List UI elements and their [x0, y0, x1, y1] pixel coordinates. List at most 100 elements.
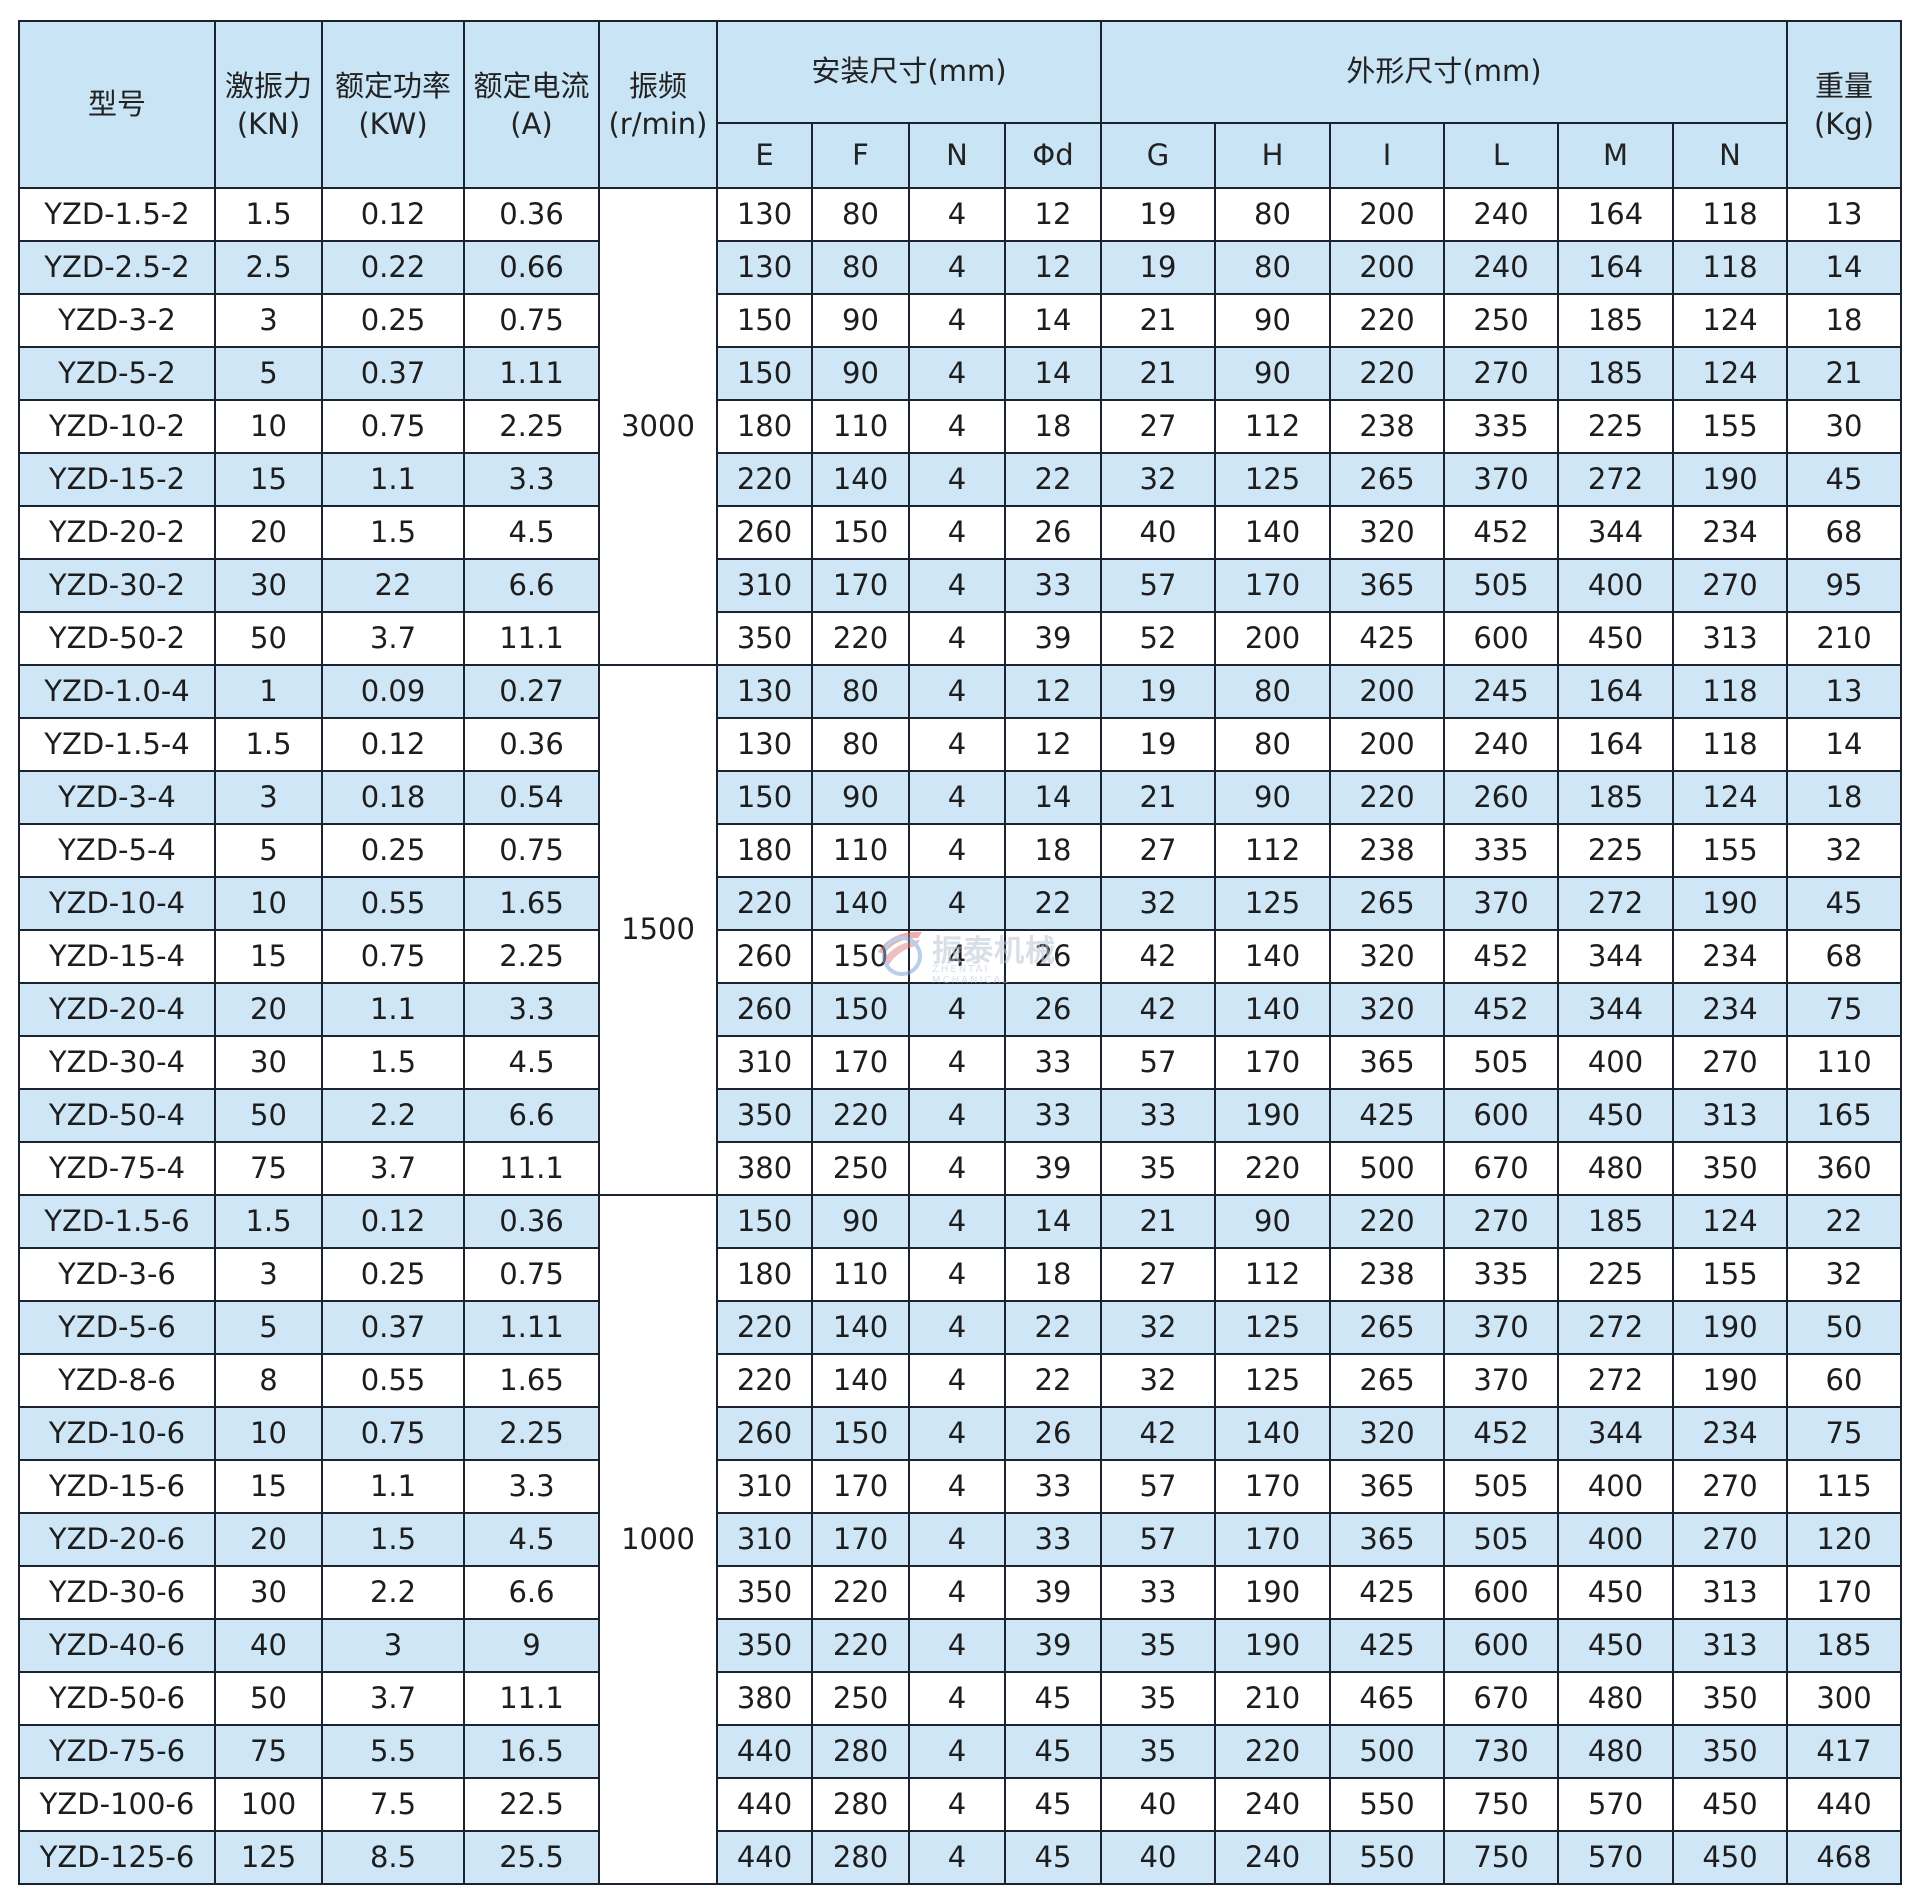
cell-current: 0.36: [463, 1194, 600, 1249]
cell-weight: 13: [1786, 664, 1902, 719]
cell-force: 50: [214, 611, 323, 666]
cell-N-outline: 313: [1672, 1088, 1788, 1143]
cell-force: 3: [214, 770, 323, 825]
table-row: YZD-1.5-4 1.5 0.12 0.36 130 80 4 12 19 80 200 240 16…: [18, 717, 1902, 772]
cell-phi-d: 18: [1004, 399, 1102, 454]
cell-L: 370: [1443, 1353, 1559, 1408]
cell-current: 1.11: [463, 1300, 600, 1355]
cell-weight: 300: [1786, 1671, 1902, 1726]
cell-G: 35: [1100, 1724, 1216, 1779]
cell-E: 180: [716, 823, 813, 878]
cell-L: 245: [1443, 664, 1559, 719]
cell-G: 19: [1100, 664, 1216, 719]
cell-weight: 30: [1786, 399, 1902, 454]
cell-weight: 22: [1786, 1194, 1902, 1249]
cell-model: YZD-100-6: [18, 1777, 216, 1832]
cell-H: 220: [1214, 1141, 1331, 1196]
cell-N-outline: 190: [1672, 1353, 1788, 1408]
cell-phi-d: 18: [1004, 823, 1102, 878]
table-row: YZD-1.5-6 1.5 0.12 0.36 1000 150 90 4 14 21 90 220 2…: [18, 1194, 1902, 1885]
cell-F: 170: [811, 1035, 910, 1090]
cell-G: 35: [1100, 1671, 1216, 1726]
cell-force: 30: [214, 558, 323, 613]
cell-L: 600: [1443, 611, 1559, 666]
cell-weight: 468: [1786, 1830, 1902, 1885]
cell-model: YZD-5-2: [18, 346, 216, 401]
table-row: YZD-125-6 125 8.5 25.5 440 280 4 45 40 240 550 750 5…: [18, 1830, 1902, 1885]
cell-E: 380: [716, 1141, 813, 1196]
cell-N: 4: [908, 1565, 1006, 1620]
cell-L: 600: [1443, 1088, 1559, 1143]
cell-force: 10: [214, 399, 323, 454]
cell-G: 21: [1100, 346, 1216, 401]
cell-H: 240: [1214, 1777, 1331, 1832]
cell-L: 505: [1443, 1459, 1559, 1514]
table-row: YZD-10-6 10 0.75 2.25 260 150 4 26 42 140 320 452 34…: [18, 1406, 1902, 1461]
cell-phi-d: 39: [1004, 611, 1102, 666]
cell-L: 750: [1443, 1777, 1559, 1832]
cell-N: 4: [908, 717, 1006, 772]
cell-M: 164: [1557, 240, 1674, 295]
cell-power: 1.5: [321, 1035, 465, 1090]
cell-force: 125: [214, 1830, 323, 1885]
cell-G: 42: [1100, 1406, 1216, 1461]
cell-E: 350: [716, 1618, 813, 1673]
cell-N: 4: [908, 1618, 1006, 1673]
cell-power: 0.75: [321, 399, 465, 454]
cell-N: 4: [908, 452, 1006, 507]
table-row: YZD-50-2 50 3.7 11.1 350 220 4 39 52 200 425 600 450…: [18, 611, 1902, 666]
cell-L: 240: [1443, 240, 1559, 295]
cell-phi-d: 26: [1004, 929, 1102, 984]
cell-F: 170: [811, 558, 910, 613]
cell-H: 125: [1214, 1300, 1331, 1355]
cell-N-outline: 155: [1672, 399, 1788, 454]
cell-weight: 45: [1786, 876, 1902, 931]
cell-force: 8: [214, 1353, 323, 1408]
cell-N: 4: [908, 346, 1006, 401]
table-row: YZD-40-6 40 3 9 350 220 4 39 35 190 425 600 450 313 18…: [18, 1618, 1902, 1673]
cell-weight: 95: [1786, 558, 1902, 613]
cell-E: 220: [716, 876, 813, 931]
cell-force: 75: [214, 1141, 323, 1196]
cell-G: 19: [1100, 187, 1216, 242]
cell-current: 0.75: [463, 293, 600, 348]
cell-F: 150: [811, 505, 910, 560]
cell-model: YZD-3-6: [18, 1247, 216, 1302]
cell-G: 21: [1100, 770, 1216, 825]
cell-power: 2.2: [321, 1088, 465, 1143]
cell-G: 21: [1100, 1194, 1216, 1249]
cell-N: 4: [908, 1406, 1006, 1461]
cell-frequency: 1000: [598, 1194, 718, 1885]
cell-power: 0.12: [321, 1194, 465, 1249]
cell-G: 40: [1100, 505, 1216, 560]
cell-E: 180: [716, 1247, 813, 1302]
cell-L: 670: [1443, 1671, 1559, 1726]
cell-weight: 32: [1786, 823, 1902, 878]
cell-I: 265: [1329, 876, 1445, 931]
cell-force: 1: [214, 664, 323, 719]
cell-I: 425: [1329, 1618, 1445, 1673]
table-row: YZD-15-4 15 0.75 2.25 260 150 4 26 42 140 320 452 34…: [18, 929, 1902, 984]
cell-model: YZD-15-2: [18, 452, 216, 507]
cell-F: 80: [811, 664, 910, 719]
cell-G: 35: [1100, 1141, 1216, 1196]
table-row: YZD-5-2 5 0.37 1.11 150 90 4 14 21 90 220 270 185 124…: [18, 346, 1902, 401]
cell-F: 90: [811, 1194, 910, 1249]
cell-L: 505: [1443, 558, 1559, 613]
cell-weight: 60: [1786, 1353, 1902, 1408]
cell-H: 125: [1214, 1353, 1331, 1408]
cell-N-outline: 313: [1672, 1618, 1788, 1673]
cell-L: 240: [1443, 187, 1559, 242]
cell-I: 220: [1329, 346, 1445, 401]
table-row: YZD-30-4 30 1.5 4.5 310 170 4 33 57 170 365 505 400 2…: [18, 1035, 1902, 1090]
cell-H: 80: [1214, 664, 1331, 719]
cell-N-outline: 155: [1672, 1247, 1788, 1302]
header-outline-dimensions: 外形尺寸(mm): [1100, 20, 1788, 124]
cell-L: 452: [1443, 929, 1559, 984]
cell-G: 27: [1100, 399, 1216, 454]
cell-I: 320: [1329, 1406, 1445, 1461]
cell-G: 40: [1100, 1777, 1216, 1832]
cell-L: 335: [1443, 823, 1559, 878]
cell-force: 50: [214, 1671, 323, 1726]
cell-model: YZD-30-2: [18, 558, 216, 613]
